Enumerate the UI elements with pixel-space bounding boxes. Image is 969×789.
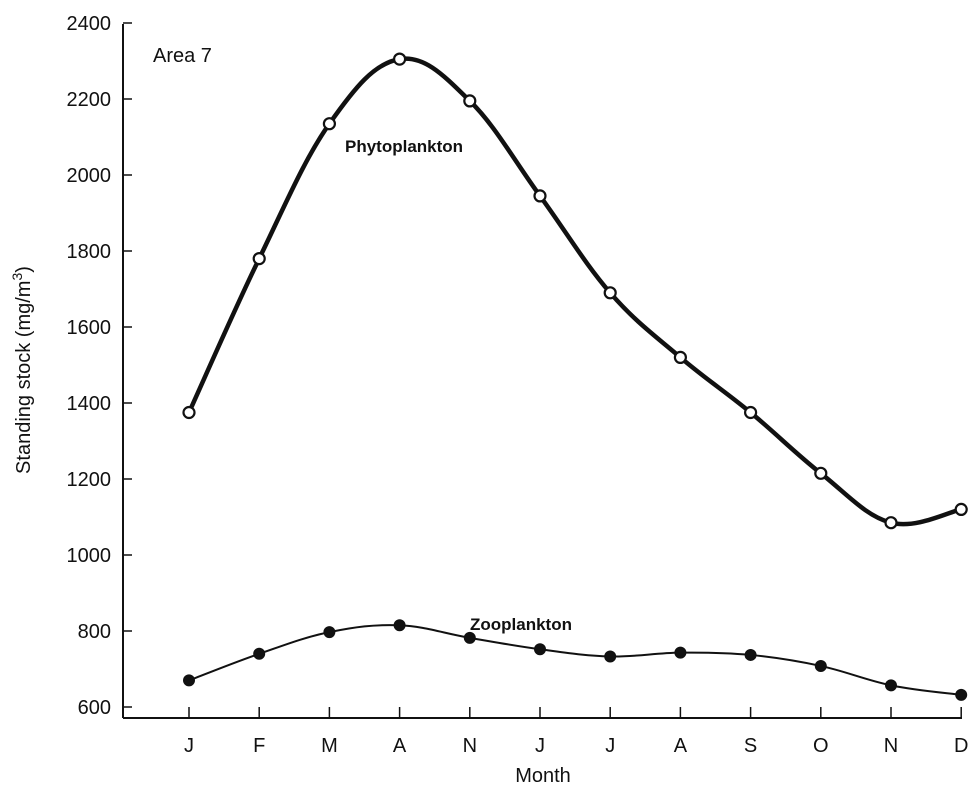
x-tick-label: A [674, 735, 688, 757]
data-point [954, 502, 968, 516]
x-tick-label: J [535, 735, 545, 757]
series-phytoplankton [182, 52, 968, 530]
data-point [744, 648, 757, 661]
data-point [253, 647, 266, 660]
x-tick-label: A [393, 735, 407, 757]
data-point [674, 646, 687, 659]
data-point [884, 516, 898, 530]
y-axis-label-main: Standing stock (mg/m [13, 281, 35, 474]
x-tick-label: M [321, 735, 338, 757]
x-tick-label: J [605, 735, 615, 757]
y-tick-label: 1200 [67, 469, 112, 491]
x-tick-label: D [954, 735, 968, 757]
data-point [393, 619, 406, 632]
y-tick-label: 800 [78, 621, 111, 643]
y-tick-label: 2400 [67, 13, 112, 35]
data-point [673, 350, 688, 364]
data-point [533, 189, 547, 203]
y-axis-label-superscript: 3 [9, 273, 25, 281]
x-tick-label: O [813, 735, 829, 757]
y-tick-label: 2000 [67, 165, 112, 187]
data-point [322, 117, 336, 131]
y-axis-label: Standing stock (mg/m3) [9, 266, 35, 474]
axes [122, 24, 962, 719]
y-tick-label: 1000 [67, 545, 112, 567]
y-tick-label: 1400 [67, 393, 112, 415]
data-point [252, 252, 266, 266]
x-tick-label: N [463, 735, 477, 757]
series-zooplankton [183, 619, 968, 701]
y-axis-label-suffix: ) [13, 266, 35, 273]
series-label-zooplankton: Zooplankton [470, 615, 572, 634]
y-tick-label: 2200 [67, 89, 112, 111]
y-tick-label: 600 [78, 697, 111, 719]
x-axis-label: Month [515, 765, 571, 787]
data-point [323, 626, 336, 639]
data-point [814, 659, 827, 672]
x-tick-label: J [184, 735, 194, 757]
data-point [955, 688, 968, 701]
x-tick-label: N [884, 735, 898, 757]
data-point [743, 405, 758, 420]
data-point [814, 466, 828, 480]
data-point [463, 631, 476, 644]
data-point [885, 679, 897, 692]
series-line [188, 624, 963, 696]
data-point [182, 405, 196, 420]
tick-layer: 600 800 1000 1200 1400 1600 1800 2000 2200 2400 J F… [67, 13, 969, 757]
series-line [186, 56, 964, 527]
data-point [603, 286, 617, 300]
data-point [604, 650, 617, 663]
y-tick-label: 1600 [67, 317, 112, 339]
data-point [393, 52, 407, 66]
x-tick-label: S [744, 735, 757, 757]
series-label-phytoplankton: Phytoplankton [345, 137, 463, 156]
x-tick-label: F [253, 735, 265, 757]
data-point [183, 674, 195, 687]
data-point [463, 94, 477, 108]
series-layer [182, 52, 968, 701]
y-tick-label: 1800 [67, 241, 112, 263]
data-point [534, 643, 546, 656]
chart-subtitle: Area 7 [153, 45, 212, 67]
